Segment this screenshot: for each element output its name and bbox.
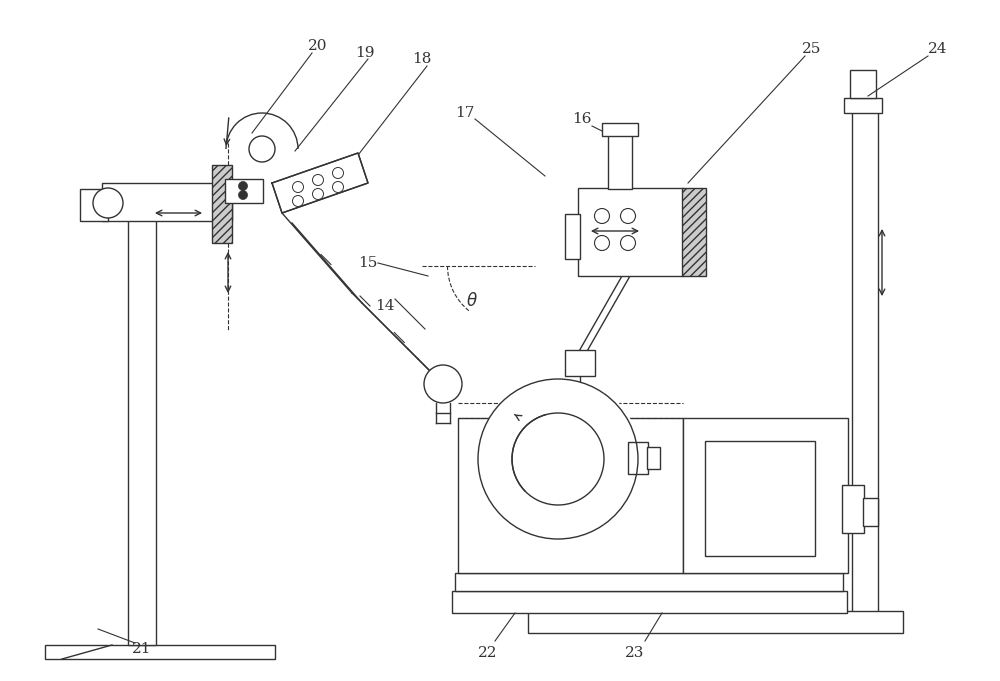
Bar: [565, 350, 595, 376]
Bar: [682, 188, 706, 276]
Circle shape: [312, 174, 324, 185]
Bar: [102, 183, 232, 221]
Text: 19: 19: [355, 46, 375, 60]
Bar: [128, 215, 156, 645]
Circle shape: [594, 208, 610, 223]
Bar: [850, 70, 876, 98]
Bar: [578, 188, 683, 276]
Bar: [842, 485, 864, 533]
Text: 21: 21: [132, 642, 152, 656]
Bar: [705, 441, 815, 556]
Circle shape: [332, 168, 344, 178]
Bar: [683, 418, 848, 573]
Bar: [45, 645, 275, 659]
Text: 14: 14: [375, 299, 395, 313]
Bar: [602, 123, 638, 136]
Bar: [608, 131, 632, 189]
Circle shape: [239, 182, 248, 191]
Bar: [458, 418, 683, 573]
Text: 20: 20: [308, 39, 328, 53]
Bar: [628, 442, 648, 474]
Bar: [80, 189, 108, 221]
Circle shape: [478, 379, 638, 539]
Text: 15: 15: [358, 256, 378, 270]
Circle shape: [312, 189, 324, 200]
Circle shape: [239, 191, 248, 200]
Text: $\theta$: $\theta$: [466, 292, 478, 310]
Circle shape: [249, 136, 275, 162]
Bar: [452, 591, 847, 613]
Circle shape: [594, 236, 610, 251]
Text: 23: 23: [625, 646, 645, 660]
Circle shape: [512, 413, 604, 505]
Circle shape: [620, 236, 636, 251]
Bar: [852, 108, 878, 613]
Bar: [455, 573, 843, 591]
Text: 25: 25: [802, 42, 822, 56]
Bar: [528, 611, 903, 633]
Circle shape: [292, 195, 304, 206]
Bar: [565, 214, 580, 259]
Polygon shape: [272, 153, 368, 213]
Text: 16: 16: [572, 112, 592, 126]
Circle shape: [93, 188, 123, 218]
Circle shape: [332, 182, 344, 193]
Circle shape: [424, 365, 462, 403]
Bar: [212, 165, 232, 243]
Text: 17: 17: [455, 106, 475, 120]
Bar: [844, 98, 882, 113]
Text: 22: 22: [478, 646, 498, 660]
Bar: [225, 179, 263, 203]
Circle shape: [292, 182, 304, 193]
Text: 18: 18: [412, 52, 432, 66]
Bar: [863, 498, 878, 526]
Bar: [647, 447, 660, 469]
Circle shape: [620, 208, 636, 223]
Text: 24: 24: [928, 42, 948, 56]
